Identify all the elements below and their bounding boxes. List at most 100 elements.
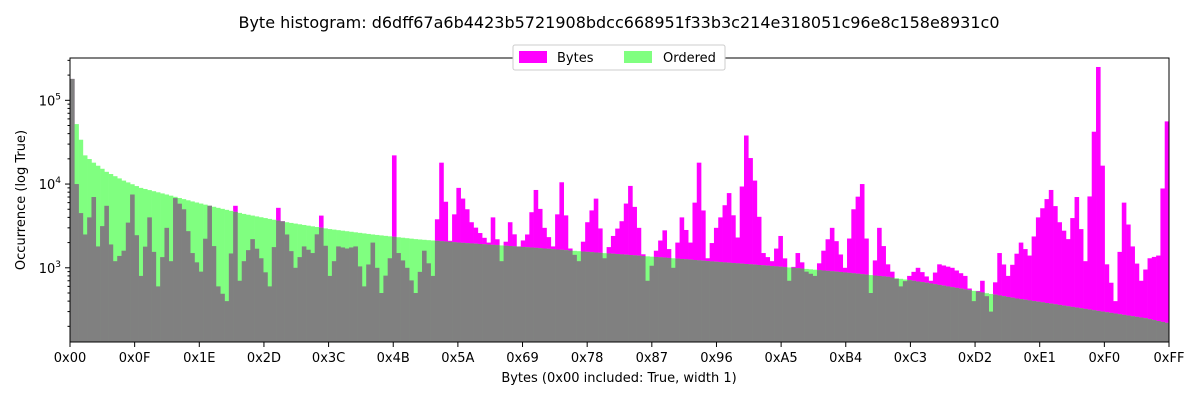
overlap-bar-129 [623, 254, 629, 342]
overlap-bar-94 [473, 243, 479, 342]
overlap-bar-155 [735, 263, 740, 342]
bytes-bar-253 [1156, 255, 1161, 342]
bytes-bar-244 [1117, 251, 1123, 342]
overlap-bar-96 [482, 244, 487, 342]
overlap-bar-136 [653, 256, 659, 342]
bytes-bar-233 [1070, 218, 1075, 342]
overlap-bar-236 [1083, 308, 1088, 342]
overlap-bar-66 [353, 246, 358, 342]
overlap-bar-46 [267, 286, 273, 342]
overlap-bar-83 [426, 263, 431, 342]
overlap-bar-146 [696, 260, 702, 342]
overlap-bar-127 [615, 254, 620, 342]
overlap-bar-45 [263, 272, 268, 342]
ordered-bar-80 [413, 239, 419, 342]
legend-box [512, 44, 726, 71]
overlap-bar-211 [975, 291, 981, 342]
overlap-bar-248 [1134, 316, 1140, 342]
x-tick-label: 0xFF [1154, 351, 1185, 366]
overlap-bar-30 [198, 271, 204, 342]
overlap-bar-164 [774, 266, 779, 342]
overlap-bar-0 [70, 78, 75, 343]
overlap-bar-165 [778, 266, 783, 342]
bytes-bar-220 [1014, 253, 1020, 342]
bytes-bar-226 [1040, 208, 1045, 342]
overlap-bar-111 [546, 248, 552, 342]
overlap-bar-33 [211, 246, 217, 342]
overlap-bar-121 [589, 252, 595, 342]
overlap-bar-107 [529, 247, 534, 342]
overlap-bar-223 [1027, 300, 1032, 342]
bytes-bar-234 [1074, 197, 1080, 342]
overlap-bar-203 [941, 285, 947, 342]
overlap-bar-252 [1151, 320, 1157, 342]
overlap-bar-5 [91, 197, 97, 342]
overlap-bar-18 [147, 217, 152, 342]
overlap-bar-201 [932, 284, 938, 342]
bytes-bar-235 [1078, 229, 1084, 342]
overlap-bar-250 [1143, 318, 1148, 342]
overlap-bar-209 [967, 290, 972, 342]
x-tick-label: 0x96 [700, 351, 733, 366]
overlap-bar-87 [443, 241, 449, 342]
x-tick-label: 0xE1 [1023, 351, 1055, 366]
overlap-bar-196 [911, 280, 917, 342]
overlap-bar-54 [301, 246, 307, 342]
overlap-bar-23 [168, 261, 174, 342]
overlap-bar-55 [306, 249, 311, 342]
overlap-bar-6 [95, 246, 101, 342]
overlap-bar-216 [997, 295, 1002, 342]
overlap-bar-56 [310, 253, 315, 342]
overlap-bar-176 [825, 270, 831, 342]
overlap-bar-42 [250, 239, 255, 342]
overlap-bar-163 [769, 266, 775, 342]
overlap-bar-166 [782, 267, 788, 342]
overlap-bar-174 [816, 270, 822, 342]
overlap-bar-77 [400, 260, 406, 342]
overlap-bar-26 [181, 209, 187, 342]
overlap-bar-103 [512, 246, 517, 342]
bytes-bar-231 [1061, 230, 1067, 342]
x-tick-label: 0x78 [571, 351, 604, 366]
overlap-bar-79 [409, 280, 414, 342]
overlap-bar-29 [194, 262, 200, 342]
ordered-bar-39 [237, 212, 243, 342]
overlap-bar-235 [1078, 308, 1084, 342]
overlap-bar-175 [821, 270, 826, 342]
overlap-bar-251 [1147, 319, 1153, 342]
overlap-bar-185 [864, 274, 869, 342]
overlap-bar-84 [430, 275, 436, 342]
overlap-bar-20 [155, 286, 161, 342]
overlap-bar-188 [877, 275, 882, 342]
bytes-bar-228 [1048, 189, 1054, 342]
overlap-bar-205 [950, 287, 955, 342]
overlap-bar-249 [1138, 317, 1144, 342]
bytes-bar-237 [1087, 196, 1093, 342]
overlap-bar-145 [692, 260, 698, 342]
overlap-bar-148 [705, 261, 710, 342]
overlap-bar-202 [937, 284, 942, 342]
bytes-bar-146 [696, 162, 702, 342]
overlap-bar-134 [645, 280, 650, 342]
overlap-bar-204 [945, 286, 951, 342]
bytes-bar-157 [744, 135, 749, 342]
overlap-bar-138 [662, 257, 668, 342]
overlap-bar-232 [1065, 306, 1071, 342]
overlap-bar-40 [241, 261, 247, 342]
overlap-bar-122 [593, 252, 599, 342]
overlap-bar-44 [258, 258, 264, 342]
bytes-bar-248 [1134, 263, 1140, 342]
overlap-bar-75 [391, 236, 397, 342]
overlap-bar-198 [920, 282, 925, 342]
overlap-bar-227 [1044, 303, 1050, 342]
overlap-bar-91 [460, 242, 466, 342]
x-tick-label: 0xB4 [829, 351, 862, 366]
overlap-bar-195 [907, 280, 912, 342]
overlap-bar-48 [276, 220, 281, 342]
overlap-bar-102 [507, 246, 513, 342]
overlap-bar-194 [902, 281, 908, 342]
overlap-bar-168 [791, 267, 796, 342]
overlap-bar-169 [795, 268, 801, 342]
bytes-bar-222 [1023, 249, 1028, 342]
bytes-bar-223 [1027, 255, 1032, 342]
